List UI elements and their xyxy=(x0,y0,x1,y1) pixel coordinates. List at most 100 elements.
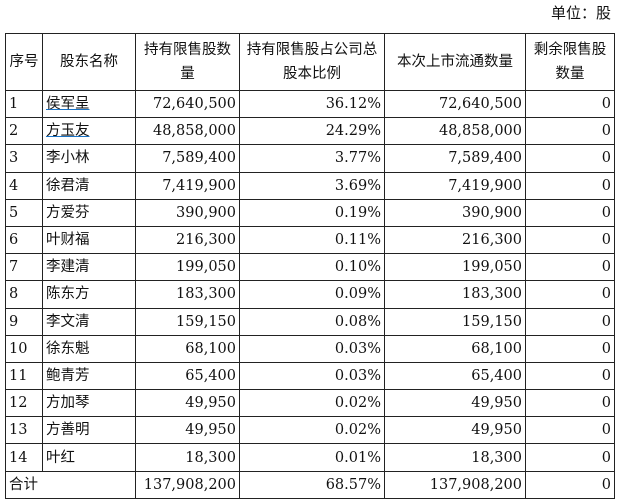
shareholder-name-cell: 李文清 xyxy=(42,307,136,336)
header-remaining-shares: 剩余限售股数量 xyxy=(525,33,615,91)
remaining-shares-cell: 0 xyxy=(525,253,615,282)
shareholder-name-text: 侯军呈 xyxy=(46,96,90,113)
restricted-shares-cell: 159,150 xyxy=(135,307,240,336)
seq-cell: 8 xyxy=(5,280,43,309)
table-row: 14 叶红 18,300 0.01% 18,300 0 xyxy=(5,443,615,472)
share-ratio-cell: 3.77% xyxy=(239,144,385,173)
share-ratio-cell: 0.03% xyxy=(239,334,385,363)
shareholder-name-cell: 叶财福 xyxy=(42,225,136,255)
seq-cell: 7 xyxy=(5,253,43,282)
seq-cell: 11 xyxy=(5,361,43,391)
restricted-shares-cell: 49,950 xyxy=(135,389,240,418)
restricted-shares-table: 序号 股东名称 持有限售股数量 持有限售股占公司总股本比例 本次上市流通数量 剩… xyxy=(5,33,615,499)
remaining-shares-cell: 0 xyxy=(525,225,615,255)
header-restricted-shares: 持有限售股数量 xyxy=(135,33,240,91)
remaining-shares-cell: 0 xyxy=(525,389,615,418)
seq-cell: 5 xyxy=(5,198,43,227)
restricted-shares-cell: 72,640,500 xyxy=(135,89,240,119)
shareholder-name-cell: 方玉友 xyxy=(42,117,136,146)
seq-cell: 1 xyxy=(5,89,43,119)
remaining-shares-cell: 0 xyxy=(525,171,615,200)
listed-quantity-cell: 49,950 xyxy=(384,416,526,445)
seq-cell: 10 xyxy=(5,334,43,363)
shareholder-name-cell: 方加琴 xyxy=(42,389,136,418)
share-ratio-cell: 0.01% xyxy=(239,443,385,472)
listed-quantity-cell: 216,300 xyxy=(384,225,526,255)
seq-cell: 3 xyxy=(5,144,43,173)
header-listed-quantity: 本次上市流通数量 xyxy=(384,33,526,91)
restricted-shares-cell: 49,950 xyxy=(135,416,240,445)
shareholder-name-cell: 方善明 xyxy=(42,416,136,445)
remaining-shares-cell: 0 xyxy=(525,361,615,391)
listed-quantity-cell: 72,640,500 xyxy=(384,89,526,119)
table-row: 13 方善明 49,950 0.02% 49,950 0 xyxy=(5,416,615,445)
restricted-shares-cell: 183,300 xyxy=(135,280,240,309)
unit-label: 单位：股 xyxy=(550,4,611,22)
table-row: 6 叶财福 216,300 0.11% 216,300 0 xyxy=(5,225,615,255)
shareholder-name-cell: 徐东魁 xyxy=(42,334,136,363)
listed-quantity-cell: 199,050 xyxy=(384,253,526,282)
restricted-shares-cell: 199,050 xyxy=(135,253,240,282)
restricted-shares-cell: 7,419,900 xyxy=(135,171,240,200)
seq-cell: 9 xyxy=(5,307,43,336)
share-ratio-cell: 0.09% xyxy=(239,280,385,309)
table-row: 9 李文清 159,150 0.08% 159,150 0 xyxy=(5,307,615,336)
remaining-shares-cell: 0 xyxy=(525,280,615,309)
share-ratio-cell: 3.69% xyxy=(239,171,385,200)
table-row: 2 方玉友 48,858,000 24.29% 48,858,000 0 xyxy=(5,117,615,146)
remaining-shares-cell: 0 xyxy=(525,307,615,336)
remaining-shares-cell: 0 xyxy=(525,117,615,146)
restricted-shares-cell: 48,858,000 xyxy=(135,117,240,146)
table-row: 8 陈东方 183,300 0.09% 183,300 0 xyxy=(5,280,615,309)
shareholder-name-text: 方玉友 xyxy=(46,123,90,140)
remaining-shares-cell: 0 xyxy=(525,416,615,445)
shareholder-name-cell: 侯军呈 xyxy=(42,89,136,119)
restricted-shares-cell: 68,100 xyxy=(135,334,240,363)
share-ratio-cell: 0.08% xyxy=(239,307,385,336)
total-row: 合计 137,908,200 68.57% 137,908,200 0 xyxy=(5,470,615,499)
share-ratio-cell: 0.03% xyxy=(239,361,385,391)
remaining-shares-cell: 0 xyxy=(525,198,615,227)
shareholder-name-cell: 徐君清 xyxy=(42,171,136,200)
total-listed-quantity: 137,908,200 xyxy=(384,470,526,499)
seq-cell: 6 xyxy=(5,225,43,255)
seq-cell: 4 xyxy=(5,171,43,200)
listed-quantity-cell: 49,950 xyxy=(384,389,526,418)
share-ratio-cell: 0.02% xyxy=(239,389,385,418)
total-remaining-shares: 0 xyxy=(525,470,615,499)
remaining-shares-cell: 0 xyxy=(525,443,615,472)
total-share-ratio: 68.57% xyxy=(239,470,385,499)
total-label: 合计 xyxy=(5,470,136,499)
seq-cell: 2 xyxy=(5,117,43,146)
remaining-shares-cell: 0 xyxy=(525,144,615,173)
listed-quantity-cell: 65,400 xyxy=(384,361,526,391)
remaining-shares-cell: 0 xyxy=(525,89,615,119)
share-ratio-cell: 0.02% xyxy=(239,416,385,445)
table-row: 4 徐君清 7,419,900 3.69% 7,419,900 0 xyxy=(5,171,615,200)
listed-quantity-cell: 48,858,000 xyxy=(384,117,526,146)
share-ratio-cell: 0.11% xyxy=(239,225,385,255)
listed-quantity-cell: 183,300 xyxy=(384,280,526,309)
table-row: 10 徐东魁 68,100 0.03% 68,100 0 xyxy=(5,334,615,363)
listed-quantity-cell: 390,900 xyxy=(384,198,526,227)
share-ratio-cell: 0.19% xyxy=(239,198,385,227)
listed-quantity-cell: 7,419,900 xyxy=(384,171,526,200)
seq-cell: 13 xyxy=(5,416,43,445)
restricted-shares-cell: 216,300 xyxy=(135,225,240,255)
table-row: 1 侯军呈 72,640,500 36.12% 72,640,500 0 xyxy=(5,89,615,119)
header-seq: 序号 xyxy=(5,33,43,91)
shareholder-name-cell: 陈东方 xyxy=(42,280,136,309)
total-restricted-shares: 137,908,200 xyxy=(135,470,240,499)
share-ratio-cell: 36.12% xyxy=(239,89,385,119)
table-header-row: 序号 股东名称 持有限售股数量 持有限售股占公司总股本比例 本次上市流通数量 剩… xyxy=(5,33,615,91)
shareholder-name-cell: 李建清 xyxy=(42,253,136,282)
shareholder-name-cell: 李小林 xyxy=(42,144,136,173)
table-row: 3 李小林 7,589,400 3.77% 7,589,400 0 xyxy=(5,144,615,173)
listed-quantity-cell: 159,150 xyxy=(384,307,526,336)
seq-cell: 14 xyxy=(5,443,43,472)
table-row: 11 鲍青芳 65,400 0.03% 65,400 0 xyxy=(5,361,615,391)
share-ratio-cell: 0.10% xyxy=(239,253,385,282)
restricted-shares-cell: 390,900 xyxy=(135,198,240,227)
table-row: 12 方加琴 49,950 0.02% 49,950 0 xyxy=(5,389,615,418)
listed-quantity-cell: 18,300 xyxy=(384,443,526,472)
